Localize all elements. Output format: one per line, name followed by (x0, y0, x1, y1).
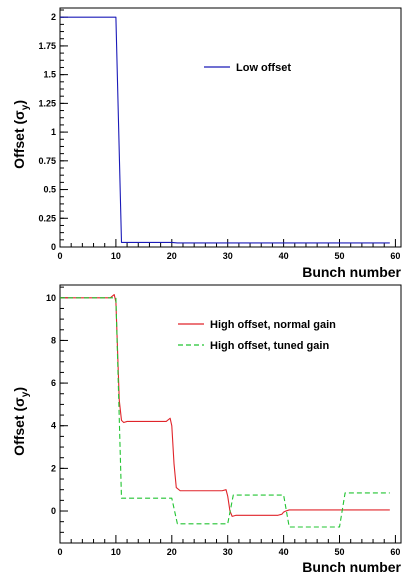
bottom-y-tick-label: 0 (51, 506, 56, 516)
bottom-y-ticks: 0 2 4 6 8 10 (46, 286, 68, 544)
top-y-tick-label: 1.75 (38, 41, 56, 51)
bottom-x-tick-label: 0 (57, 547, 62, 557)
top-y-tick-label: 0.25 (38, 213, 56, 223)
top-series-line-0 (60, 16, 390, 244)
top-x-tick-label: 0 (57, 251, 62, 261)
top-y-tick-label: 1.5 (43, 70, 56, 80)
top-y-tick-label: 1.25 (38, 98, 56, 108)
bottom-y-tick-label: 6 (51, 378, 56, 388)
top-x-tick-label: 60 (390, 251, 400, 261)
bottom-y-tick-label: 2 (51, 463, 56, 473)
bottom-x-tick-label: 30 (223, 547, 233, 557)
bottom-y-axis-title: Offset (σy) (11, 387, 31, 456)
top-x-axis-title: Bunch number (302, 264, 401, 280)
bottom-x-tick-label: 10 (111, 547, 121, 557)
top-legend-label-0: Low offset (236, 62, 291, 74)
bottom-series-line-1 (60, 297, 390, 528)
bottom-x-ticks: 0 10 20 30 40 50 60 (57, 535, 400, 557)
top-x-tick-label: 20 (167, 251, 177, 261)
top-y-ticks: 0 0.25 0.5 0.75 1 1.25 1.5 1.75 2 (38, 9, 68, 252)
top-y-tick-label: 0.5 (43, 185, 56, 195)
bottom-x-tick-label: 40 (279, 547, 289, 557)
bottom-y-tick-label: 10 (46, 293, 56, 303)
top-y-axis-title-close: ) (11, 100, 27, 105)
bottom-y-tick-label: 4 (51, 421, 56, 431)
top-y-tick-label: 0 (51, 242, 56, 252)
bottom-legend-label-1: High offset, tuned gain (210, 340, 329, 352)
bottom-y-tick-label: 8 (51, 335, 56, 345)
bottom-series-group (60, 294, 390, 528)
top-x-tick-label: 30 (223, 251, 233, 261)
top-y-tick-label: 0.75 (38, 156, 56, 166)
top-x-ticks: 0 10 20 30 40 50 60 (57, 239, 400, 261)
top-x-tick-label: 10 (111, 251, 121, 261)
bottom-legend: High offset, normal gain High offset, tun… (178, 319, 336, 352)
bottom-plot-frame (59, 284, 402, 544)
top-y-tick-label: 1 (51, 127, 56, 137)
top-y-tick-label: 2 (51, 12, 56, 22)
bottom-y-axis-title-sub: y (20, 391, 31, 397)
bottom-series-line-0 (60, 294, 390, 517)
top-y-axis-title-sub: y (20, 104, 31, 110)
bottom-y-axis-title-close: ) (11, 387, 27, 392)
top-series-group (60, 16, 390, 244)
bottom-x-tick-label: 20 (167, 547, 177, 557)
top-legend: Low offset (204, 62, 291, 74)
bottom-x-tick-label: 60 (390, 547, 400, 557)
bottom-panel-high-offset: 0 2 4 6 8 10 0 10 20 30 40 50 60 High offset, norma… (11, 284, 402, 573)
bottom-legend-label-0: High offset, normal gain (210, 319, 336, 331)
top-y-axis-title: Offset (σy) (11, 100, 31, 169)
top-y-axis-title-main: Offset (σ (11, 110, 27, 169)
top-x-tick-label: 50 (335, 251, 345, 261)
top-x-tick-label: 40 (279, 251, 289, 261)
bottom-y-axis-title-main: Offset (σ (11, 397, 27, 456)
top-plot-frame (59, 7, 402, 248)
bottom-x-axis-title: Bunch number (302, 559, 401, 573)
bottom-x-tick-label: 50 (335, 547, 345, 557)
